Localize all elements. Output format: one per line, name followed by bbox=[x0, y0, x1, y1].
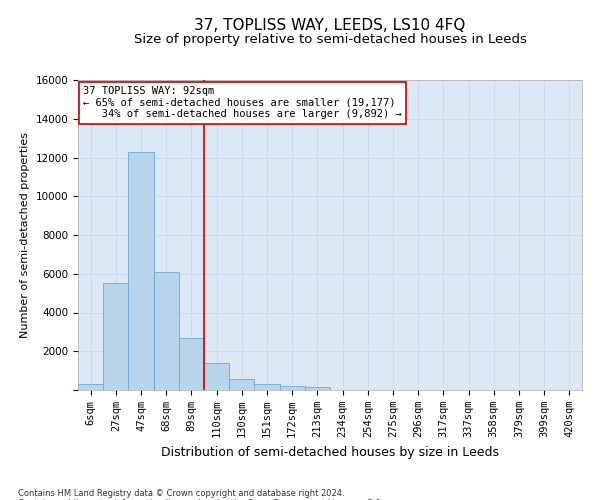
Bar bbox=[254, 384, 280, 390]
Bar bbox=[305, 387, 330, 390]
Text: Size of property relative to semi-detached houses in Leeds: Size of property relative to semi-detach… bbox=[134, 32, 526, 46]
Bar bbox=[154, 272, 179, 390]
Bar bbox=[103, 284, 128, 390]
Bar bbox=[280, 386, 305, 390]
Bar bbox=[128, 152, 154, 390]
X-axis label: Distribution of semi-detached houses by size in Leeds: Distribution of semi-detached houses by … bbox=[161, 446, 499, 458]
Text: 37, TOPLISS WAY, LEEDS, LS10 4FQ: 37, TOPLISS WAY, LEEDS, LS10 4FQ bbox=[194, 18, 466, 32]
Bar bbox=[204, 363, 229, 390]
Text: Contains public sector information licensed under the Open Government Licence v3: Contains public sector information licen… bbox=[18, 498, 383, 500]
Bar bbox=[229, 380, 254, 390]
Bar bbox=[179, 338, 204, 390]
Text: 37 TOPLISS WAY: 92sqm
← 65% of semi-detached houses are smaller (19,177)
   34% : 37 TOPLISS WAY: 92sqm ← 65% of semi-deta… bbox=[83, 86, 402, 120]
Bar bbox=[78, 384, 103, 390]
Y-axis label: Number of semi-detached properties: Number of semi-detached properties bbox=[20, 132, 30, 338]
Text: Contains HM Land Registry data © Crown copyright and database right 2024.: Contains HM Land Registry data © Crown c… bbox=[18, 488, 344, 498]
